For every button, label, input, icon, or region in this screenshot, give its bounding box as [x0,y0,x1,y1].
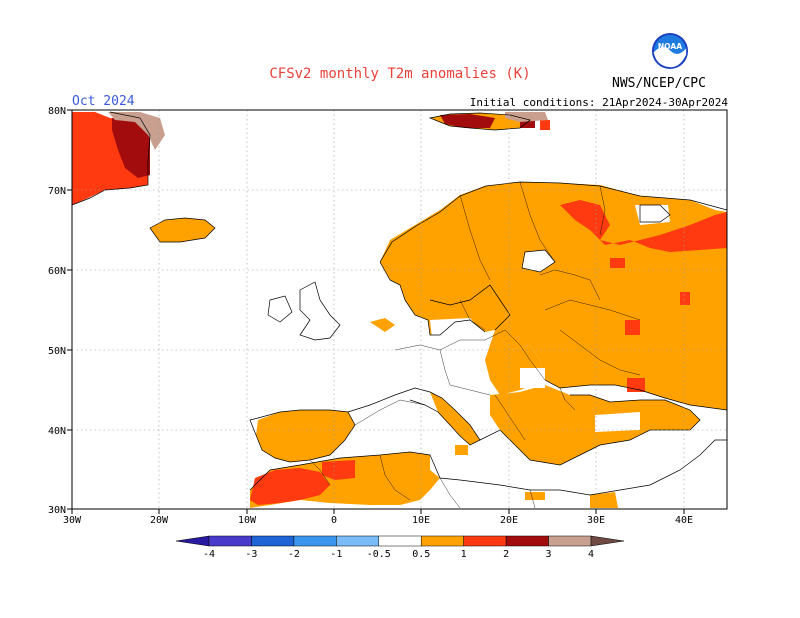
colorbar-swatch [293,535,337,547]
colorbar-swatch [590,535,625,547]
colorbar: -4 -3 -2 -1 -0.5 0.5 1 2 3 4 [175,535,625,560]
initial-conditions: Initial conditions: 21Apr2024-30Apr2024 [469,96,728,109]
noaa-logo-icon: NOAA [651,32,689,70]
colorbar-label: 2 [503,549,509,560]
colorbar-swatch [175,535,210,547]
colorbar-swatch [208,535,252,547]
coastlines [71,111,728,496]
colorbar-label: -3 [245,549,257,560]
colorbar-swatch [420,535,464,547]
colorbar-swatch [251,535,295,547]
colorbar-label: 3 [546,549,552,560]
colorbar-swatch [336,535,380,547]
forecast-period: Oct 2024 [72,94,135,109]
anomaly-fill-3to4 [108,112,548,150]
country-borders [309,181,641,509]
colorbar-swatch [378,535,422,547]
agency-label: NWS/NCEP/CPC [612,76,706,91]
graticule [72,110,727,509]
lat-label-80n: 80N [48,106,66,117]
axis-ticks [67,109,685,514]
colorbar-swatch [505,535,549,547]
lon-label-20e: 20E [500,515,518,526]
svg-text:NOAA: NOAA [658,42,682,51]
colorbar-label: -0.5 [367,549,391,560]
map-title: CFSv2 monthly T2m anomalies (K) [269,66,531,82]
lon-label-10e: 10E [412,515,430,526]
colorbar-label: -2 [288,549,300,560]
colorbar-label: 1 [461,549,467,560]
anomaly-fill-2to3 [112,114,535,178]
lat-label-30n: 30N [48,505,66,516]
lon-label-0: 0 [331,515,337,526]
lon-label-30e: 30E [587,515,605,526]
colorbar-label: 4 [588,549,594,560]
colorbar-swatch [463,535,507,547]
lon-label-10w: 10W [238,515,257,526]
colorbar-label: 0.5 [412,549,430,560]
lat-label-40n: 40N [48,426,66,437]
lat-label-60n: 60N [48,266,66,277]
lon-label-20w: 20W [150,515,169,526]
lon-label-30w: 30W [63,515,82,526]
lat-label-50n: 50N [48,346,66,357]
lat-label-70n: 70N [48,186,66,197]
lon-label-40e: 40E [675,515,693,526]
colorbar-label: -1 [330,549,342,560]
colorbar-label: -4 [203,549,215,560]
colorbar-swatch [548,535,592,547]
map-frame [71,109,728,510]
